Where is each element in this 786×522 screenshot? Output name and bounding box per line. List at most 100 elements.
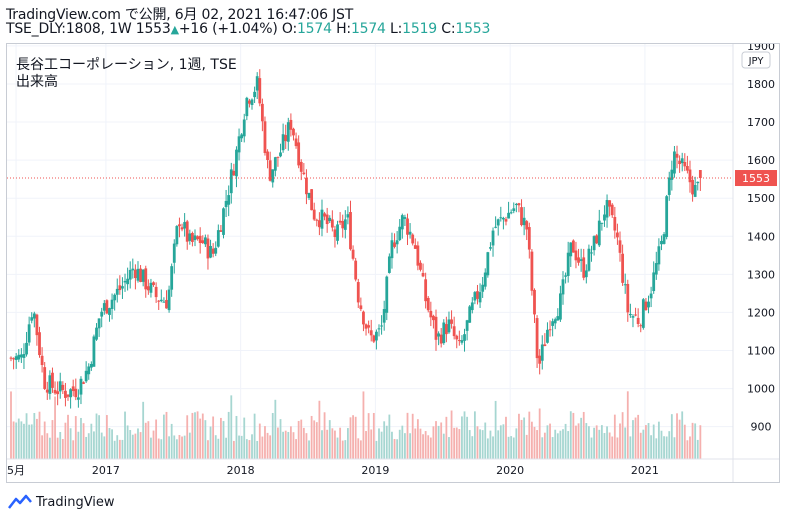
time-axis[interactable]: 5月 2017 2018 2019 2020 2021	[7, 464, 659, 477]
volume-bar	[126, 425, 129, 459]
candle-body	[133, 269, 137, 279]
candle-body	[639, 325, 643, 327]
candle-body	[509, 212, 513, 214]
volume-bar	[362, 391, 365, 459]
candle-body	[53, 389, 57, 394]
volume-bar	[313, 420, 316, 459]
volume-bar	[663, 436, 665, 459]
volume-bar	[380, 431, 383, 459]
candle-body	[102, 303, 106, 311]
volume-bar	[256, 440, 259, 459]
candle-body	[437, 333, 441, 337]
candle-body	[496, 219, 500, 226]
candle-body	[338, 220, 342, 223]
candle-body	[359, 305, 363, 310]
candle-body	[468, 306, 472, 323]
candle-body	[100, 311, 104, 317]
price-tick-label: 1300	[747, 268, 775, 281]
volume-bar	[100, 432, 103, 459]
candle-body	[592, 236, 596, 251]
candle-body	[538, 355, 542, 364]
candle-body	[141, 269, 145, 282]
candle-body	[180, 227, 184, 230]
candle-body	[203, 237, 207, 245]
volume-bar	[72, 440, 75, 459]
candle-body	[89, 363, 93, 368]
candle-body	[216, 230, 220, 247]
volume-bar	[15, 422, 18, 459]
candle-body	[569, 242, 573, 257]
volume-bar	[261, 436, 264, 459]
price-tick-label: 1500	[747, 192, 775, 205]
time-tick-label: 5月	[7, 464, 25, 477]
volume-bar	[43, 421, 46, 459]
candle-body	[696, 181, 700, 184]
volume-bar	[129, 429, 132, 459]
volume-bar	[372, 412, 375, 459]
volume-bar	[391, 431, 393, 459]
candle-body	[421, 272, 425, 277]
volume-bar	[479, 429, 481, 459]
candle-body	[644, 301, 648, 311]
price-chart[interactable]: 900 1000 1100 1200 1300 1400 1500 1600 1700 1800 1…	[7, 40, 779, 482]
candle-body	[9, 357, 13, 359]
volume-bar	[518, 413, 520, 459]
candle-body	[273, 157, 277, 171]
currency-badge[interactable]: JPY	[741, 51, 771, 69]
candle-body	[685, 166, 689, 171]
candle-body	[434, 316, 438, 340]
candle-body	[657, 246, 661, 265]
volume-bar	[354, 416, 357, 459]
volume-bar	[64, 422, 67, 459]
volume-bar	[315, 422, 318, 459]
candle-body	[325, 214, 329, 225]
volume-bar	[448, 437, 450, 459]
volume-bar	[530, 421, 533, 459]
candle-body	[584, 270, 588, 278]
candle-body	[364, 324, 368, 329]
candle-body	[647, 301, 650, 308]
candle-body	[92, 336, 96, 367]
volume-bar	[59, 431, 62, 459]
volume-bar	[585, 423, 588, 459]
candle-body	[253, 91, 257, 98]
candle-body	[603, 214, 606, 221]
candle-body	[43, 367, 47, 389]
volume-bar	[543, 432, 546, 459]
volume-bar	[95, 413, 98, 459]
candle-body	[442, 322, 446, 344]
volume-bar	[116, 435, 119, 459]
volume-bar	[492, 436, 494, 459]
candle-body	[19, 354, 23, 358]
time-tick-label: 2017	[92, 464, 120, 477]
candle-body	[688, 169, 692, 183]
candle-body	[452, 326, 456, 337]
candle-body	[40, 355, 44, 366]
volume-bar	[142, 401, 145, 459]
volume-bar	[606, 426, 608, 459]
candle-body	[294, 138, 298, 147]
volume-bar	[51, 420, 54, 459]
chart-frame[interactable]: 900 1000 1100 1200 1300 1400 1500 1600 1700 1800 1…	[6, 40, 780, 483]
candle-body	[279, 152, 282, 157]
volume-bar	[489, 430, 492, 459]
candle-body	[240, 134, 244, 139]
candle-body	[25, 342, 28, 355]
volume-bar	[258, 423, 261, 459]
price-axis[interactable]: 900 1000 1100 1200 1300 1400 1500 1600 1700 1800 1…	[747, 40, 775, 434]
candle-body	[128, 269, 132, 280]
volume-bar	[175, 439, 178, 459]
volume-bar	[160, 439, 163, 459]
tradingview-footer[interactable]: TradingView	[8, 494, 115, 510]
volume-bar	[484, 422, 487, 459]
candle-body	[118, 285, 122, 291]
candle-body	[268, 160, 272, 181]
volume-bar	[344, 440, 347, 459]
volume-bar	[562, 429, 564, 459]
volume-bar	[367, 413, 370, 459]
volume-bar	[196, 411, 199, 459]
volume-bar	[282, 431, 285, 459]
candle-body	[600, 222, 604, 224]
candle-body	[522, 217, 526, 226]
candle-body	[419, 262, 422, 270]
